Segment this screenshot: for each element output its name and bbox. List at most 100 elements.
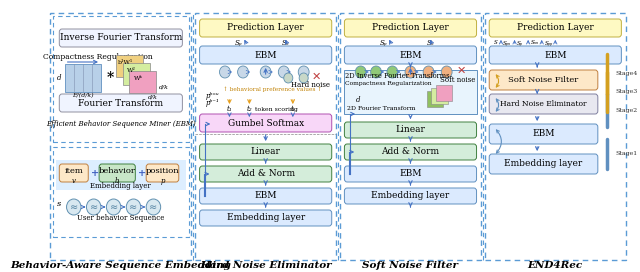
Text: Sₚₙ: Sₚₙ (503, 41, 511, 45)
Text: Compactness Regularization: Compactness Regularization (44, 53, 153, 61)
Text: Behavior-Aware Sequence Embedding: Behavior-Aware Sequence Embedding (10, 261, 231, 270)
Text: Sₚ: Sₚ (517, 41, 523, 45)
Text: Gumbel Softmax: Gumbel Softmax (228, 119, 304, 128)
Text: Embedding layer: Embedding layer (227, 214, 305, 222)
Circle shape (284, 73, 293, 83)
Circle shape (260, 66, 271, 78)
FancyBboxPatch shape (344, 122, 477, 138)
Text: Add & Norm: Add & Norm (381, 147, 440, 156)
Text: S: S (493, 41, 497, 45)
Text: t₁: t₁ (227, 105, 232, 113)
Text: Sₚ: Sₚ (380, 39, 387, 47)
FancyBboxPatch shape (344, 19, 477, 37)
Text: ≈: ≈ (129, 202, 138, 212)
Text: *: * (106, 71, 114, 85)
Text: Sₚₚ: Sₚₚ (545, 41, 553, 45)
Text: Wᵏ: Wᵏ (134, 76, 143, 81)
Text: EBM: EBM (544, 51, 566, 60)
Text: token scoring: token scoring (255, 107, 298, 113)
Text: Soft noise: Soft noise (440, 76, 476, 84)
Text: d: d (356, 96, 360, 104)
FancyBboxPatch shape (146, 164, 179, 182)
FancyBboxPatch shape (65, 64, 101, 92)
Text: Linear: Linear (251, 147, 280, 156)
Text: Stage4: Stage4 (616, 72, 638, 76)
Text: Embedding layer: Embedding layer (90, 182, 151, 190)
FancyBboxPatch shape (489, 70, 598, 90)
Text: Hard Noise Eliminator: Hard Noise Eliminator (200, 261, 332, 270)
Text: pᵇ⁻¹: pᵇ⁻¹ (206, 99, 220, 107)
Text: Sₚ: Sₚ (235, 39, 243, 47)
Text: Prediction Layer: Prediction Layer (372, 23, 449, 32)
Text: tₗ: tₗ (291, 105, 295, 113)
Text: EBM: EBM (399, 51, 422, 60)
Text: d/k: d/k (159, 85, 169, 89)
FancyBboxPatch shape (489, 154, 598, 174)
FancyBboxPatch shape (116, 55, 143, 77)
Text: EBM: EBM (532, 129, 555, 138)
Text: Embedding layer: Embedding layer (371, 191, 450, 200)
Circle shape (237, 66, 248, 78)
Text: position: position (146, 167, 179, 175)
FancyBboxPatch shape (200, 144, 332, 160)
Text: ↑ behavioral preference values ↑: ↑ behavioral preference values ↑ (223, 86, 323, 92)
Circle shape (126, 199, 141, 215)
Text: 2D Fourier Transform: 2D Fourier Transform (348, 107, 416, 112)
Text: Efficient Behavior Sequence Miner (EBM): Efficient Behavior Sequence Miner (EBM) (46, 120, 196, 128)
Text: W²: W² (127, 67, 136, 73)
FancyBboxPatch shape (344, 144, 477, 160)
Text: EBM: EBM (255, 51, 277, 60)
Text: Sₙ: Sₙ (282, 39, 289, 47)
Text: Hard Noise Eliminator: Hard Noise Eliminator (500, 100, 587, 108)
FancyBboxPatch shape (344, 46, 477, 64)
Circle shape (355, 66, 366, 78)
Text: 2D Inverse Fourier Transforms: 2D Inverse Fourier Transforms (345, 72, 449, 80)
Text: ≈: ≈ (70, 202, 78, 212)
FancyBboxPatch shape (123, 63, 150, 85)
FancyBboxPatch shape (436, 85, 452, 101)
Circle shape (299, 73, 308, 83)
Circle shape (278, 66, 289, 78)
Text: Hard noise: Hard noise (291, 81, 330, 89)
FancyBboxPatch shape (200, 114, 332, 132)
Text: Stage1: Stage1 (616, 152, 638, 156)
FancyBboxPatch shape (56, 160, 186, 190)
FancyBboxPatch shape (200, 210, 332, 226)
Text: +: + (90, 168, 99, 178)
Text: Stage3: Stage3 (616, 89, 638, 94)
FancyBboxPatch shape (129, 71, 156, 93)
FancyBboxPatch shape (200, 166, 332, 182)
Text: b: b (115, 177, 120, 185)
Text: Linear: Linear (396, 125, 426, 134)
Circle shape (86, 199, 101, 215)
Text: Prediction Layer: Prediction Layer (517, 23, 594, 32)
Circle shape (298, 66, 309, 78)
FancyBboxPatch shape (200, 19, 332, 37)
FancyBboxPatch shape (344, 166, 477, 182)
Text: +: + (138, 168, 146, 178)
FancyBboxPatch shape (427, 91, 443, 107)
Text: ...: ... (140, 73, 147, 81)
FancyBboxPatch shape (200, 46, 332, 64)
FancyBboxPatch shape (200, 188, 332, 204)
Text: Sₙₙ: Sₙₙ (531, 41, 540, 45)
Text: Fourier Transform: Fourier Transform (78, 98, 163, 107)
Circle shape (67, 199, 81, 215)
Text: pᵇ⁼ᵘ: pᵇ⁼ᵘ (206, 92, 220, 100)
Text: Add & Norm: Add & Norm (237, 169, 295, 178)
Circle shape (423, 66, 434, 78)
Text: EBM: EBM (255, 191, 277, 200)
Text: END4Rec: END4Rec (527, 261, 583, 270)
FancyBboxPatch shape (60, 94, 182, 112)
Text: behavior: behavior (99, 167, 136, 175)
FancyBboxPatch shape (431, 88, 447, 104)
FancyBboxPatch shape (60, 164, 88, 182)
Text: Prediction Layer: Prediction Layer (227, 23, 304, 32)
Text: ✕: ✕ (456, 66, 466, 76)
Text: ≈: ≈ (149, 202, 157, 212)
Text: ≈: ≈ (90, 202, 98, 212)
Text: Stage2: Stage2 (616, 108, 638, 113)
FancyBboxPatch shape (489, 19, 621, 37)
FancyBboxPatch shape (489, 94, 598, 114)
Circle shape (146, 199, 161, 215)
